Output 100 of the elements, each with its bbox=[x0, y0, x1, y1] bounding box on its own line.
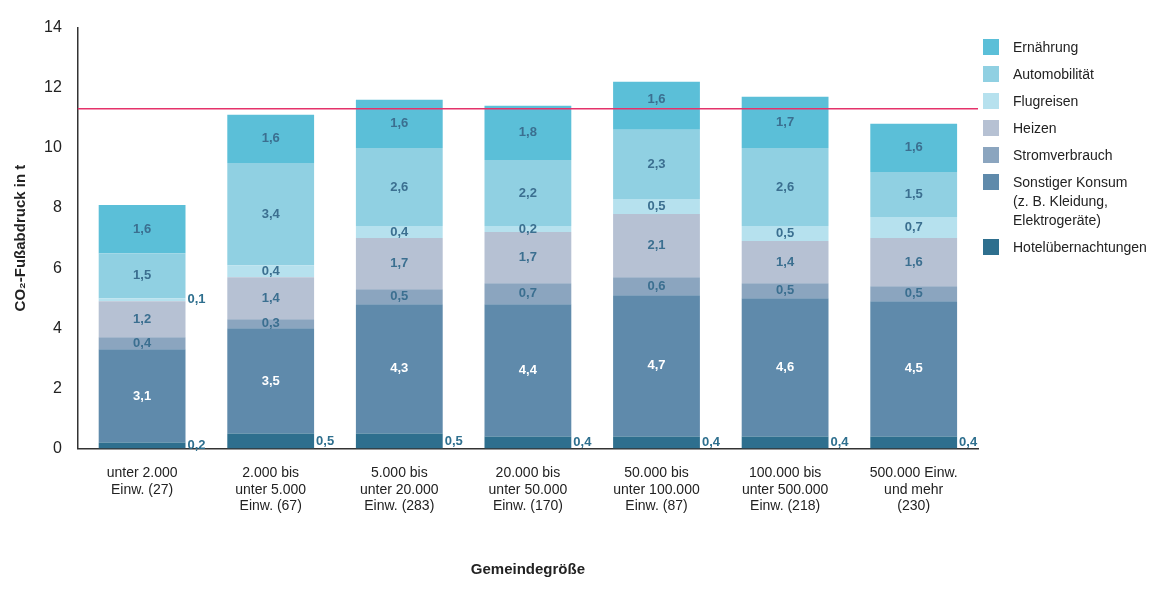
bar bbox=[741, 241, 829, 284]
x-tick-label: unter 2.000 Einw. (27) bbox=[106, 463, 178, 497]
x-tick-label: 100.000 bis unter 500.000 Einw. (218) bbox=[741, 463, 829, 514]
data-label: 2,1 bbox=[647, 237, 666, 253]
data-label: 1,5 bbox=[904, 186, 923, 202]
bar bbox=[227, 433, 315, 449]
legend-label: Hotelübernachtungen bbox=[1013, 238, 1147, 257]
y-tick-label: 10 bbox=[44, 138, 62, 156]
bar bbox=[613, 199, 700, 215]
data-label: 2,2 bbox=[518, 184, 537, 200]
data-label: 1,4 bbox=[261, 289, 281, 305]
legend-label: Stromverbrauch bbox=[1013, 146, 1113, 165]
data-label: 3,4 bbox=[261, 205, 281, 221]
bar bbox=[227, 162, 315, 266]
y-tick-label: 4 bbox=[52, 318, 62, 336]
bar bbox=[741, 226, 829, 242]
bar bbox=[227, 328, 315, 434]
bar bbox=[355, 147, 443, 227]
y-tick-label: 12 bbox=[44, 78, 62, 96]
data-label: 4,6 bbox=[776, 358, 795, 374]
data-label: 0,4 bbox=[573, 434, 593, 450]
data-label: 0,4 bbox=[261, 262, 281, 278]
data-label: 0,5 bbox=[316, 432, 335, 448]
x-tick-label: 5.000 bis unter 20.000 Einw. (283) bbox=[359, 463, 439, 514]
bar bbox=[613, 295, 700, 437]
legend-label: Sonstiger Konsum (z. B. Kleidung, Elektrogeräte) bbox=[1013, 173, 1129, 230]
data-label: 0,2 bbox=[518, 220, 537, 236]
data-label: 1,7 bbox=[390, 255, 409, 271]
data-label: 0,7 bbox=[904, 219, 923, 235]
bar bbox=[484, 304, 572, 437]
y-tick-label: 6 bbox=[52, 258, 62, 276]
data-label: 3,1 bbox=[133, 387, 152, 403]
bar bbox=[355, 99, 443, 148]
bar bbox=[870, 123, 958, 172]
bar bbox=[613, 81, 700, 130]
bar bbox=[98, 253, 186, 299]
data-label: 0,6 bbox=[647, 277, 666, 293]
data-label: 1,7 bbox=[776, 113, 795, 129]
bar bbox=[870, 436, 958, 449]
bar bbox=[355, 238, 443, 290]
y-tick-label: 8 bbox=[52, 198, 62, 216]
bar bbox=[98, 349, 186, 443]
bar bbox=[355, 289, 443, 305]
data-label: 0,4 bbox=[133, 334, 152, 350]
y-tick-label: 2 bbox=[52, 378, 62, 396]
bar bbox=[741, 283, 829, 299]
data-label: 1,8 bbox=[518, 124, 537, 140]
data-label: 1,6 bbox=[904, 253, 923, 269]
bar bbox=[613, 277, 700, 296]
data-label: 2,6 bbox=[390, 178, 409, 194]
x-tick-label: 20.000 bis unter 50.000 Einw. (170) bbox=[488, 463, 568, 514]
data-label: 1,7 bbox=[518, 249, 537, 265]
data-label: 4,5 bbox=[904, 360, 923, 376]
data-label: 0,5 bbox=[647, 198, 666, 214]
data-label: 0,7 bbox=[518, 285, 537, 301]
bar bbox=[484, 436, 572, 449]
bar bbox=[613, 436, 700, 449]
y-tick-label: 14 bbox=[44, 18, 62, 36]
bar bbox=[613, 129, 700, 200]
data-label: 1,5 bbox=[133, 267, 152, 283]
x-tick-label: 2.000 bis unter 5.000 Einw. (67) bbox=[235, 463, 307, 514]
bar bbox=[741, 147, 829, 227]
data-label: 0,4 bbox=[959, 434, 978, 450]
data-label: 4,7 bbox=[647, 357, 666, 373]
bar bbox=[98, 337, 186, 350]
bar bbox=[484, 105, 572, 160]
bar bbox=[98, 298, 186, 302]
data-label: 2,3 bbox=[647, 156, 666, 171]
bar bbox=[355, 304, 443, 434]
data-label: 0,4 bbox=[830, 434, 850, 450]
bar bbox=[613, 214, 700, 278]
bar bbox=[741, 436, 829, 449]
legend-label: Automobilität bbox=[1013, 65, 1094, 84]
data-label: 0,3 bbox=[261, 315, 280, 331]
data-label: 1,6 bbox=[390, 115, 409, 131]
data-label: 1,4 bbox=[776, 253, 795, 269]
bar bbox=[98, 205, 186, 254]
data-label: 4,3 bbox=[390, 360, 409, 376]
x-tick-label: 500.000 Einw. und mehr (230) bbox=[869, 463, 958, 514]
bar bbox=[741, 298, 829, 437]
y-tick-label: 0 bbox=[52, 439, 62, 457]
bar bbox=[870, 301, 958, 437]
x-tick-label: 50.000 bis unter 100.000 Einw. (87) bbox=[613, 463, 700, 514]
data-label: 4,4 bbox=[518, 361, 538, 377]
bar bbox=[870, 217, 958, 239]
bar bbox=[227, 277, 315, 320]
data-label: 1,6 bbox=[904, 139, 923, 155]
y-axis-title: CO₂-Fußabdruck in t bbox=[11, 164, 29, 312]
bar bbox=[870, 238, 958, 287]
data-label: 1,6 bbox=[647, 91, 666, 107]
data-label: 1,6 bbox=[261, 130, 280, 146]
bar bbox=[355, 433, 443, 449]
data-label: 0,5 bbox=[444, 432, 463, 448]
legend-label: Ernährung bbox=[1013, 38, 1079, 57]
data-label: 3,5 bbox=[261, 372, 280, 388]
data-label: 0,5 bbox=[904, 285, 923, 301]
data-label: 0,5 bbox=[776, 282, 795, 298]
data-label: 1,2 bbox=[133, 310, 152, 326]
data-label: 1,6 bbox=[133, 220, 152, 236]
bar bbox=[355, 226, 443, 239]
